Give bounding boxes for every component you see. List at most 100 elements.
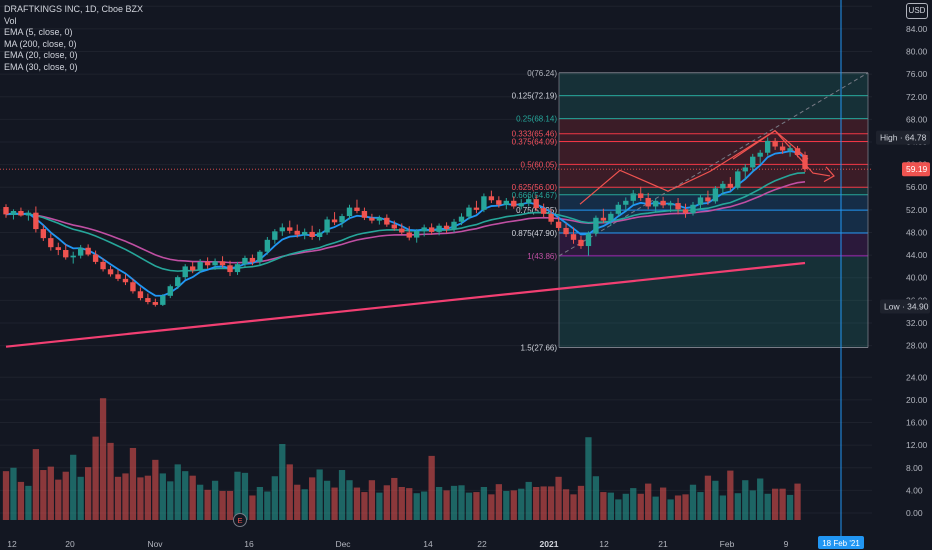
volume-bar [316, 469, 323, 520]
candle-body [720, 183, 726, 189]
volume-bar [279, 444, 286, 520]
fib-label: 0.375(64.09) [512, 137, 558, 146]
volume-bar [241, 472, 249, 520]
candle-body [481, 196, 487, 210]
candle-body [316, 232, 323, 238]
volume-bar [17, 481, 25, 520]
earnings-marker [233, 513, 247, 527]
candle-body [652, 200, 659, 207]
volume-bar [570, 494, 577, 520]
fib-zone [559, 233, 868, 256]
volume-bar [2, 471, 10, 520]
volume-bar [55, 479, 62, 520]
last-price-label-bg [902, 162, 930, 177]
volume-bar [331, 487, 338, 520]
candle-body [399, 228, 405, 233]
candle-body [802, 155, 808, 170]
symbol-title[interactable]: DRAFTKINGS INC, 1D, Cboe BZX [4, 4, 144, 14]
volume-bar [592, 476, 600, 520]
fib-zone [559, 133, 868, 142]
candle-body [488, 196, 495, 201]
pattern-line [579, 129, 809, 205]
candle-body [496, 200, 502, 205]
chart-legend: DRAFTKINGS INC, 1D, Cboe BZX Vol EMA (5,… [4, 4, 143, 73]
volume-bar [742, 480, 749, 520]
volume-bar [294, 484, 301, 520]
fib-label: 0(76.24) [527, 69, 557, 78]
high-price-label-bg [876, 130, 930, 145]
candle-body [682, 209, 689, 214]
volume-bar [338, 470, 346, 520]
pattern-arrowhead [823, 166, 835, 183]
volume-bar [361, 492, 368, 520]
volume-bar [562, 489, 570, 520]
volume-bar [234, 471, 241, 520]
volume-bar [652, 496, 659, 520]
volume-bar [92, 436, 99, 520]
volume-bar [779, 488, 786, 520]
fib-label: 0.666(54.67) [512, 191, 558, 200]
candle-body [570, 234, 577, 240]
volume-bar [719, 495, 726, 520]
candle-body [160, 295, 166, 305]
volume-bar [226, 490, 234, 520]
candle-body [794, 148, 801, 156]
volume-bar [480, 486, 488, 520]
fib-zone [559, 210, 868, 234]
volume-bar [182, 471, 189, 520]
price-tick-label: 76.00 [906, 69, 928, 79]
volume-bar [10, 467, 17, 520]
candle-body [92, 254, 99, 262]
volume-bar [540, 486, 547, 520]
candle-body [152, 302, 159, 305]
volume-bar [697, 492, 704, 520]
volume-tick-label: 4.00 [906, 485, 923, 495]
candle-body [705, 197, 711, 202]
volume-bar [428, 455, 435, 520]
volume-bar [122, 473, 129, 520]
volume-bar [413, 493, 420, 520]
volume-bar [47, 466, 54, 520]
ema30-line [5, 181, 806, 264]
candle-body [384, 217, 390, 225]
candle-body [249, 257, 256, 262]
fib-zone [559, 255, 868, 348]
legend-ema5[interactable]: EMA (5, close, 0) [4, 27, 73, 37]
candle-body [257, 251, 263, 262]
legend-ema20[interactable]: EMA (20, close, 0) [4, 50, 78, 60]
volume-bar [32, 449, 40, 520]
volume-bar [547, 486, 555, 520]
volume-bar [391, 477, 398, 520]
price-tick-label: 40.00 [906, 273, 928, 283]
candle-body [339, 216, 345, 223]
time-tick-label: 12 [7, 539, 17, 549]
candle-body [750, 156, 756, 168]
volume-bar [794, 483, 801, 520]
volume-bar [488, 494, 495, 520]
volume-tick-label: 0.00 [906, 508, 923, 518]
time-tick-label: Dec [335, 539, 351, 549]
candle-body [145, 298, 151, 303]
volume-bar [615, 499, 622, 520]
volume-bar [458, 485, 465, 520]
legend-vol[interactable]: Vol [4, 15, 17, 26]
candle-body [772, 140, 778, 147]
candle-body [787, 148, 793, 151]
volume-bars [2, 398, 801, 520]
volume-tick-label: 20.00 [906, 395, 928, 405]
legend-ema30[interactable]: EMA (30, close, 0) [4, 61, 78, 72]
volume-bar [40, 470, 47, 520]
volume-bar [353, 487, 361, 520]
legend-ma200[interactable]: MA (200, close, 0) [4, 38, 77, 49]
volume-bar [600, 492, 607, 520]
candle-body [376, 217, 383, 221]
candle-body [518, 203, 524, 207]
candle-body [421, 227, 427, 232]
time-tick-label: Feb [720, 539, 735, 549]
candle-body [555, 221, 562, 228]
currency-badge[interactable]: USD [906, 3, 928, 19]
low-price-label: Low · 34.90 [884, 302, 929, 312]
volume-bar [637, 493, 644, 520]
candle-body [593, 217, 599, 234]
